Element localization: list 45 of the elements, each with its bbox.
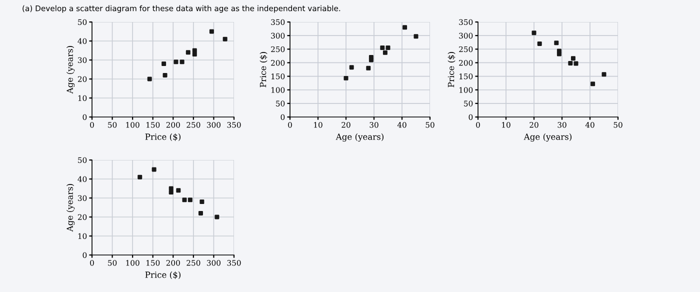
- point: [382, 50, 388, 55]
- y-axis-title: Age (years): [66, 184, 75, 232]
- point: [192, 52, 197, 57]
- point: [200, 200, 204, 204]
- point: [537, 41, 542, 46]
- y-axis-title: Price ($): [448, 52, 456, 88]
- point: [570, 56, 576, 61]
- point: [198, 210, 203, 216]
- point: [176, 188, 181, 193]
- point: [402, 25, 408, 30]
- point: [368, 55, 374, 60]
- point: [590, 82, 596, 86]
- point: [568, 61, 573, 66]
- x-axis-title: Price ($): [145, 133, 180, 142]
- point: [554, 40, 559, 46]
- point: [574, 61, 578, 66]
- point: [182, 198, 187, 202]
- point: [162, 62, 166, 66]
- point: [344, 76, 348, 80]
- point: [152, 167, 156, 172]
- point: [174, 60, 178, 64]
- y-axis-title: Age (years): [66, 46, 75, 94]
- point: [186, 50, 190, 55]
- y-axis-title: Price ($): [260, 52, 268, 88]
- point: [147, 76, 152, 82]
- point: [162, 72, 168, 78]
- point: [168, 190, 174, 195]
- point: [532, 30, 536, 36]
- point: [556, 48, 562, 54]
- point: [366, 66, 371, 70]
- point: [222, 36, 228, 42]
- point: [192, 48, 197, 53]
- point: [214, 214, 220, 220]
- point: [209, 29, 214, 34]
- point: [349, 65, 354, 70]
- point: [386, 46, 390, 50]
- point: [180, 60, 184, 64]
- x-axis-title: Price ($): [145, 271, 180, 280]
- x-axis-title: Age (years): [524, 133, 572, 142]
- x-axis-title: Age (years): [336, 133, 384, 142]
- point: [602, 72, 606, 77]
- point: [188, 198, 192, 202]
- point: [414, 34, 418, 39]
- point: [138, 174, 142, 180]
- point: [380, 46, 385, 50]
